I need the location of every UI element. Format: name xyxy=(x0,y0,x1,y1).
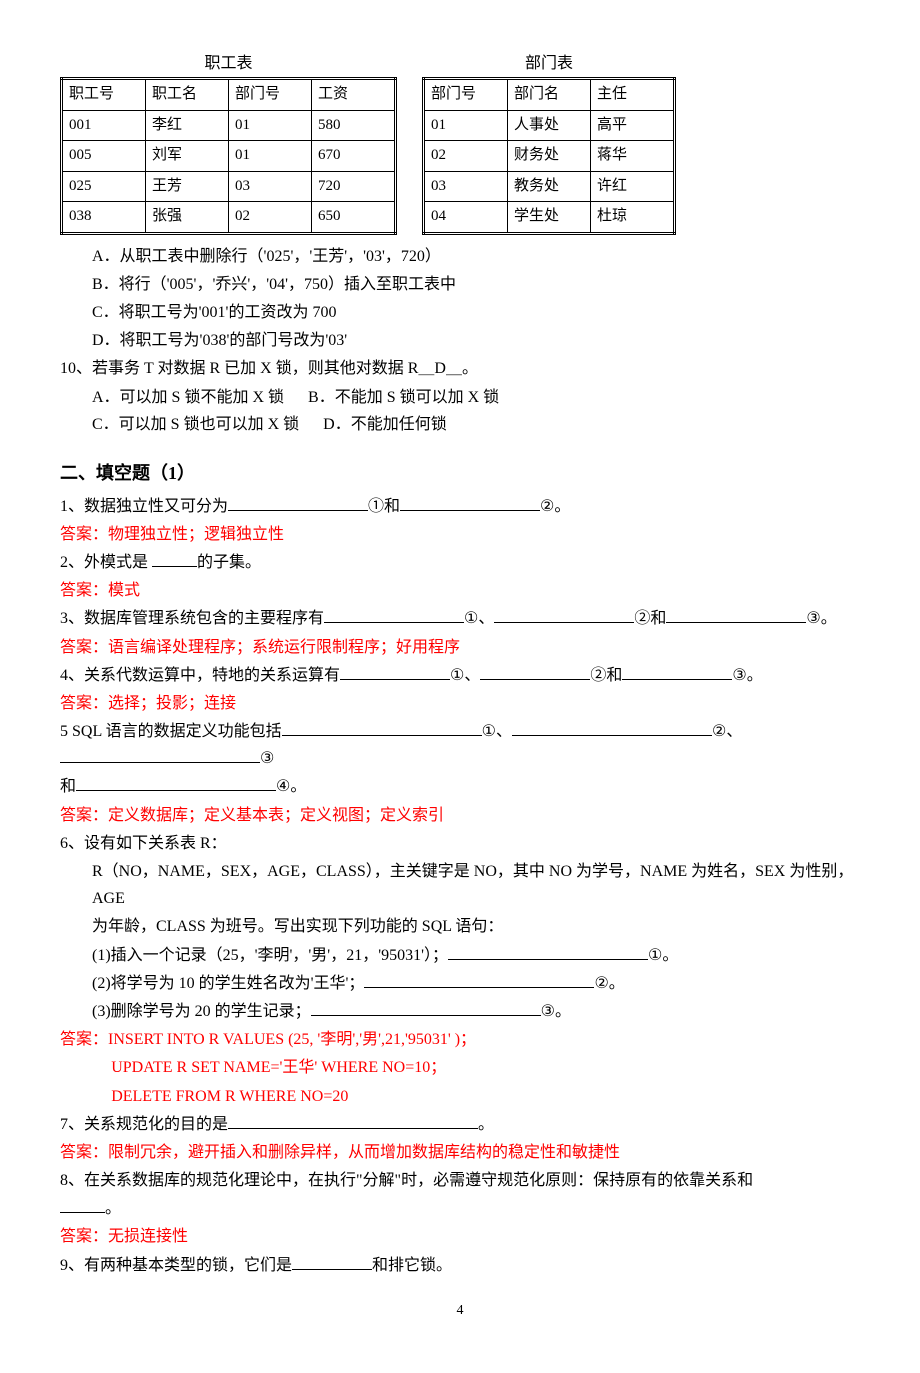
blank xyxy=(448,943,648,960)
blank xyxy=(152,550,197,567)
blank xyxy=(480,663,590,680)
option-d: D．不能加任何锁 xyxy=(323,411,447,438)
answer-q6-1: 答案：INSERT INTO R VALUES (25, '李明','男',21… xyxy=(60,1026,860,1053)
blank xyxy=(364,971,594,988)
q9-options: A．从职工表中删除行（'025'，'王芳'，'03'，720） B．将行（'00… xyxy=(60,243,860,355)
th: 工资 xyxy=(312,79,396,111)
blank xyxy=(228,1112,478,1129)
fill-q4: 4、关系代数运算中，特地的关系运算有①、②和③。 xyxy=(60,662,860,689)
option-c: C．将职工号为'001'的工资改为 700 xyxy=(92,299,860,326)
blank xyxy=(311,999,541,1016)
answer-q5: 答案：定义数据库；定义基本表；定义视图；定义索引 xyxy=(60,802,860,829)
fill-q6-l3: 为年龄，CLASS 为班号。写出实现下列功能的 SQL 语句： xyxy=(60,913,860,940)
blank xyxy=(282,719,482,736)
fill-q1: 1、数据独立性又可分为①和②。 xyxy=(60,493,860,520)
th: 职工号 xyxy=(62,79,146,111)
fill-q6-l4: (1)插入一个记录（25，'李明'，'男'，21，'95031'）；①。 xyxy=(60,942,860,969)
option-d: D．将职工号为'038'的部门号改为'03' xyxy=(92,327,860,354)
th: 职工名 xyxy=(146,79,229,111)
option-b: B．不能加 S 锁可以加 X 锁 xyxy=(308,384,499,411)
table-employee: 职工表 职工号 职工名 部门号 工资 001李红01580 005刘军01670… xyxy=(60,50,397,235)
blank xyxy=(512,719,712,736)
blank xyxy=(622,663,732,680)
fill-q6-l5: (2)将学号为 10 的学生姓名改为'王华'；②。 xyxy=(60,970,860,997)
blank xyxy=(494,606,634,623)
page-number: 4 xyxy=(60,1299,860,1323)
fill-q6-l6: (3)删除学号为 20 的学生记录；③。 xyxy=(60,998,860,1025)
table1: 职工号 职工名 部门号 工资 001李红01580 005刘军01670 025… xyxy=(60,77,397,235)
answer-q7: 答案：限制冗余，避开插入和删除异样，从而增加数据库结构的稳定性和敏捷性 xyxy=(60,1139,860,1166)
th: 部门名 xyxy=(508,79,591,111)
table-row: 部门号 部门名 主任 xyxy=(424,79,675,111)
blank xyxy=(400,494,540,511)
blank xyxy=(60,746,260,763)
fill-q5-line2: 和④。 xyxy=(60,773,860,800)
fill-q3: 3、数据库管理系统包含的主要程序有①、②和③。 xyxy=(60,605,860,632)
table2: 部门号 部门名 主任 01人事处高平 02财务处蒋华 03教务处许红 04学生处… xyxy=(422,77,676,235)
table2-title: 部门表 xyxy=(422,50,676,77)
th: 部门号 xyxy=(424,79,508,111)
blank xyxy=(666,606,806,623)
fill-q6-l2: R（NO，NAME，SEX，AGE，CLASS），主关键字是 NO，其中 NO … xyxy=(60,858,860,912)
th: 主任 xyxy=(591,79,675,111)
q10-options-row1: A．可以加 S 锁不能加 X 锁 B．不能加 S 锁可以加 X 锁 xyxy=(60,384,860,411)
option-a: A．从职工表中删除行（'025'，'王芳'，'03'，720） xyxy=(92,243,860,270)
blank xyxy=(340,663,450,680)
answer-q2: 答案：模式 xyxy=(60,577,860,604)
table-row: 03教务处许红 xyxy=(424,171,675,202)
answer-q3: 答案：语言编译处理程序；系统运行限制程序；好用程序 xyxy=(60,634,860,661)
q10-stem: 10、若事务 T 对数据 R 已加 X 锁，则其他对数据 R＿D＿。 xyxy=(60,355,860,382)
fill-q5: 5 SQL 语言的数据定义功能包括①、②、③ xyxy=(60,718,860,772)
option-c: C．可以加 S 锁也可以加 X 锁 xyxy=(92,411,299,438)
fill-q7: 7、关系规范化的目的是。 xyxy=(60,1111,860,1138)
table-row: 038张强02650 xyxy=(62,202,396,234)
table-row: 04学生处杜琼 xyxy=(424,202,675,234)
answer-q6-2: UPDATE R SET NAME='王华' WHERE NO=10； xyxy=(60,1054,860,1081)
answer-q1: 答案：物理独立性；逻辑独立性 xyxy=(60,521,860,548)
option-b: B．将行（'005'，'乔兴'，'04'，750）插入至职工表中 xyxy=(92,271,860,298)
answer-q6-3: DELETE FROM R WHERE NO=20 xyxy=(60,1083,860,1110)
tables-row: 职工表 职工号 职工名 部门号 工资 001李红01580 005刘军01670… xyxy=(60,50,860,235)
q10-options-row2: C．可以加 S 锁也可以加 X 锁 D．不能加任何锁 xyxy=(60,411,860,438)
fill-q9: 9、有两种基本类型的锁，它们是和排它锁。 xyxy=(60,1252,860,1279)
fill-q8-l1: 8、在关系数据库的规范化理论中，在执行"分解"时，必需遵守规范化原则：保持原有的… xyxy=(60,1167,860,1194)
table-row: 02财务处蒋华 xyxy=(424,141,675,172)
option-a: A．可以加 S 锁不能加 X 锁 xyxy=(92,384,284,411)
answer-q4: 答案：选择；投影；连接 xyxy=(60,690,860,717)
table-row: 01人事处高平 xyxy=(424,110,675,141)
table-row: 005刘军01670 xyxy=(62,141,396,172)
table-row: 001李红01580 xyxy=(62,110,396,141)
blank xyxy=(228,494,368,511)
section2-title: 二、填空题（1） xyxy=(60,458,860,489)
blank xyxy=(292,1253,372,1270)
blank xyxy=(324,606,464,623)
th: 部门号 xyxy=(229,79,312,111)
fill-q8-l2: 。 xyxy=(60,1195,860,1222)
answer-q8: 答案：无损连接性 xyxy=(60,1223,860,1250)
blank xyxy=(60,1196,105,1213)
fill-q6-l1: 6、设有如下关系表 R： xyxy=(60,830,860,857)
fill-q2: 2、外模式是 的子集。 xyxy=(60,549,860,576)
table-department: 部门表 部门号 部门名 主任 01人事处高平 02财务处蒋华 03教务处许红 0… xyxy=(422,50,676,235)
table1-title: 职工表 xyxy=(60,50,397,77)
blank xyxy=(76,774,276,791)
table-row: 025王芳03720 xyxy=(62,171,396,202)
table-row: 职工号 职工名 部门号 工资 xyxy=(62,79,396,111)
